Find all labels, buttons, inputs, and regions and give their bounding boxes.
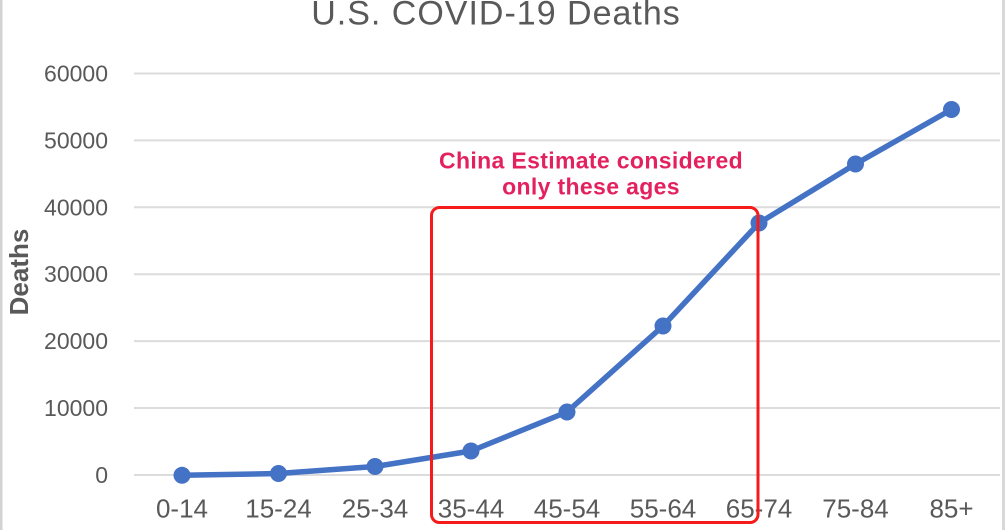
svg-text:85+: 85+ <box>929 494 973 524</box>
svg-text:60000: 60000 <box>44 61 108 87</box>
svg-text:10000: 10000 <box>44 395 108 421</box>
svg-text:75-84: 75-84 <box>822 494 889 524</box>
svg-text:40000: 40000 <box>44 194 108 220</box>
svg-text:only these ages: only these ages <box>502 174 680 200</box>
svg-text:50000: 50000 <box>44 127 108 153</box>
svg-text:U.S. COVID-19 Deaths: U.S. COVID-19 Deaths <box>311 0 681 33</box>
svg-text:15-24: 15-24 <box>245 494 312 524</box>
svg-text:0-14: 0-14 <box>156 494 208 524</box>
svg-text:Deaths: Deaths <box>4 229 34 316</box>
svg-text:20000: 20000 <box>44 328 108 354</box>
svg-text:55-64: 55-64 <box>630 494 697 524</box>
svg-text:China Estimate considered: China Estimate considered <box>439 148 743 174</box>
svg-text:35-44: 35-44 <box>438 494 505 524</box>
svg-text:25-34: 25-34 <box>342 494 409 524</box>
svg-text:0: 0 <box>95 462 108 488</box>
svg-text:45-54: 45-54 <box>534 494 601 524</box>
svg-text:30000: 30000 <box>44 261 108 287</box>
